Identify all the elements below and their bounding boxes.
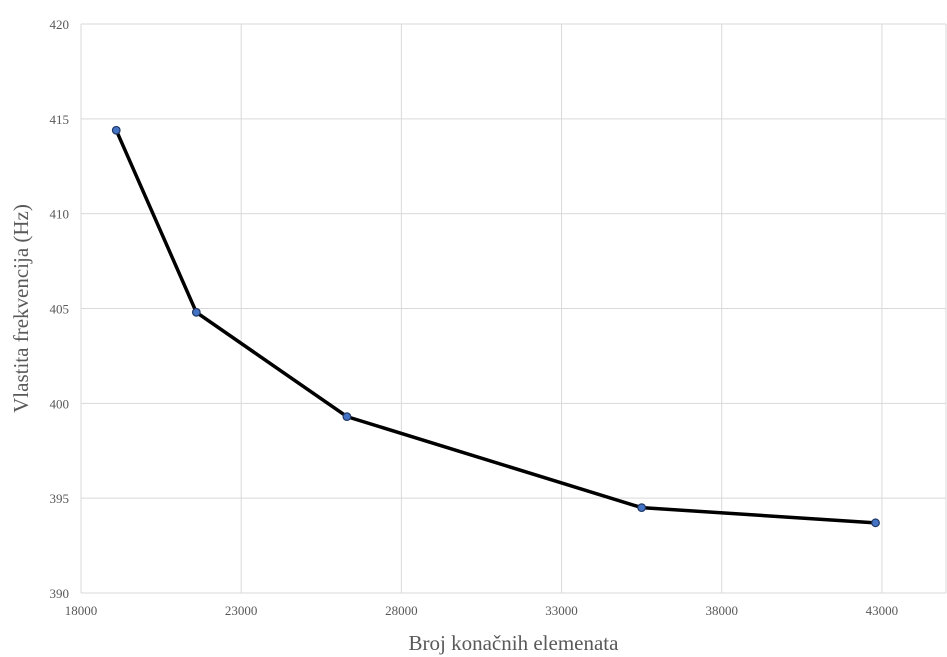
y-axis-tick-labels: 390 395 400 405 410 415 420 xyxy=(50,17,70,601)
y-tick-label: 390 xyxy=(50,586,70,601)
data-series xyxy=(111,125,880,528)
y-tick-label: 420 xyxy=(50,17,70,32)
x-tick-label: 33000 xyxy=(545,603,578,618)
series-line xyxy=(114,128,878,525)
y-tick-label: 415 xyxy=(50,112,70,127)
data-point xyxy=(111,125,121,135)
y-tick-label: 410 xyxy=(50,207,70,222)
y-axis-title: Vlastita frekvencija (Hz) xyxy=(9,204,33,413)
data-point xyxy=(871,518,880,528)
y-tick-label: 400 xyxy=(50,396,70,411)
grid-lines xyxy=(80,23,947,594)
x-axis-tick-labels: 18000 23000 28000 33000 38000 43000 xyxy=(65,603,898,618)
y-tick-label: 395 xyxy=(50,491,70,506)
x-tick-label: 28000 xyxy=(385,603,418,618)
y-tick-label: 405 xyxy=(50,302,70,317)
data-point xyxy=(191,307,201,317)
x-tick-label: 38000 xyxy=(705,603,738,618)
x-tick-label: 23000 xyxy=(225,603,258,618)
data-point xyxy=(637,503,647,513)
x-tick-label: 18000 xyxy=(65,603,98,618)
data-point xyxy=(342,412,352,422)
x-tick-label: 43000 xyxy=(866,603,899,618)
x-axis-title: Broj konačnih elemenata xyxy=(409,631,620,655)
